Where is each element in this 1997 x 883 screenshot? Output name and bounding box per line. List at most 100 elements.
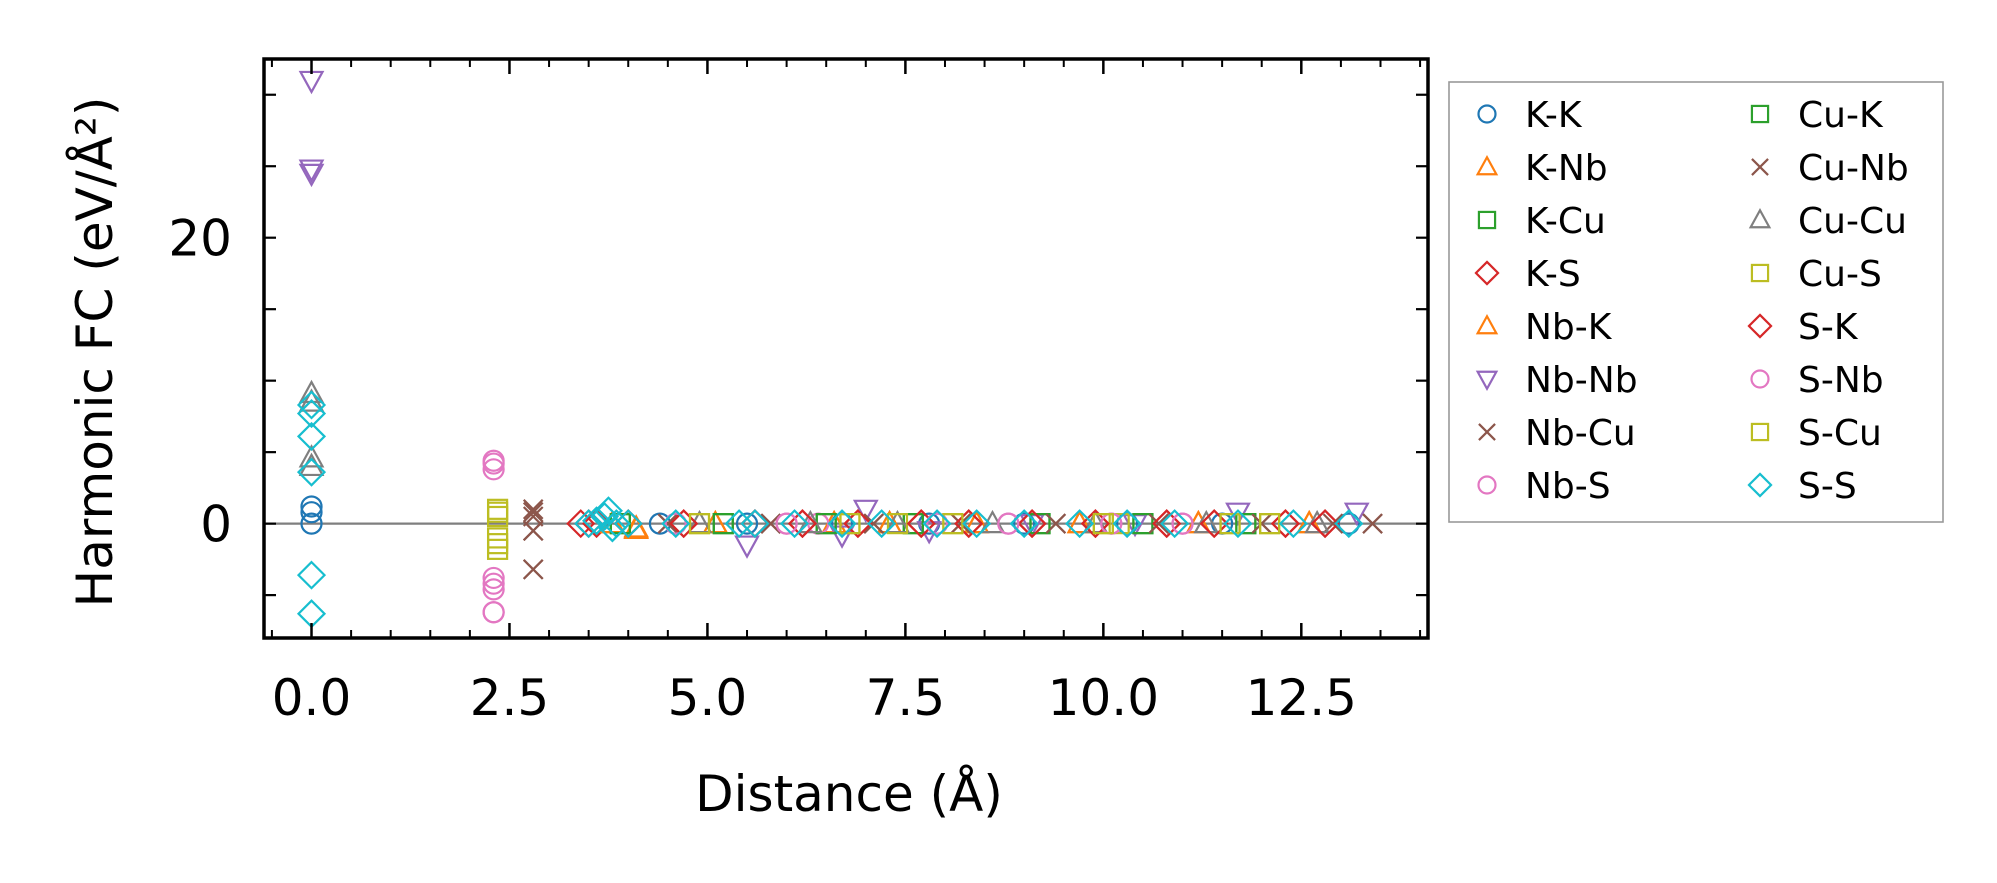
legend-label: Nb-S xyxy=(1525,466,1611,507)
data-point xyxy=(482,572,505,595)
legend-marker xyxy=(1475,370,1499,392)
data-point xyxy=(522,499,544,520)
data-point xyxy=(827,509,857,539)
data-point xyxy=(1065,509,1095,539)
legend-label: Nb-Nb xyxy=(1525,360,1638,401)
data-point xyxy=(296,457,327,487)
legend-box xyxy=(1448,81,1944,523)
data-point xyxy=(779,509,810,539)
legend-label: S-S xyxy=(1798,466,1857,507)
data-point xyxy=(1160,509,1190,539)
legend-marker xyxy=(1475,313,1499,335)
data-point xyxy=(296,421,327,451)
data-point xyxy=(482,566,505,590)
data-point xyxy=(1278,509,1308,539)
axes-layer: 0.0 2.5 5.0 7.5 10.0 12.5 0 20 xyxy=(168,57,1430,727)
legend-label: K-K xyxy=(1525,95,1583,136)
legend-marker xyxy=(1747,313,1773,339)
legend-marker xyxy=(1475,154,1499,176)
data-point xyxy=(300,501,323,524)
x-tick-label: 0.0 xyxy=(272,669,352,727)
data-point xyxy=(669,509,699,539)
data-point xyxy=(922,509,952,539)
series-s-cu xyxy=(486,501,1281,555)
data-point xyxy=(522,520,544,542)
data-point xyxy=(486,527,509,549)
legend-marker xyxy=(1477,475,1497,495)
data-point xyxy=(1251,513,1272,534)
x-axis-title: Distance (Å) xyxy=(695,765,1003,823)
data-point xyxy=(298,444,325,468)
data-point xyxy=(1310,509,1340,539)
data-point xyxy=(522,506,544,527)
data-point xyxy=(1152,509,1182,539)
data-point xyxy=(787,509,818,539)
data-point xyxy=(522,559,544,580)
data-point xyxy=(482,601,505,624)
data-point xyxy=(1017,509,1047,539)
data-point xyxy=(482,452,505,475)
legend-marker xyxy=(1477,104,1497,124)
data-point xyxy=(1148,513,1170,534)
x-tick-label: 5.0 xyxy=(668,669,748,727)
data-point xyxy=(852,499,879,524)
legend-label: K-S xyxy=(1525,254,1581,295)
data-point xyxy=(300,495,323,518)
data-point xyxy=(1235,513,1257,535)
data-point xyxy=(486,538,509,560)
data-point xyxy=(482,458,505,481)
data-point xyxy=(601,509,631,539)
data-point xyxy=(486,501,509,523)
data-point xyxy=(863,513,884,534)
data-point xyxy=(954,509,984,539)
data-point xyxy=(298,388,325,412)
legend-label: Cu-Nb xyxy=(1798,148,1909,189)
data-point xyxy=(839,513,861,535)
data-point xyxy=(1171,512,1194,535)
legend-marker xyxy=(1751,158,1769,176)
plot-layer xyxy=(264,70,1428,629)
legend-marker xyxy=(1477,210,1497,230)
data-point xyxy=(712,513,734,535)
data-point xyxy=(829,525,855,549)
data-point xyxy=(1270,509,1301,539)
data-point xyxy=(574,509,604,539)
legend-label: Cu-S xyxy=(1798,254,1882,295)
series-nb-nb xyxy=(298,70,1370,559)
legend-marker xyxy=(1747,472,1773,498)
y-tick-label: 20 xyxy=(168,210,232,268)
legend-label: K-Cu xyxy=(1525,201,1606,242)
data-point xyxy=(1334,509,1364,539)
data-point xyxy=(1045,513,1067,534)
data-point xyxy=(760,513,782,534)
data-point xyxy=(664,512,687,535)
data-point xyxy=(300,512,323,535)
y-tick-label: 0 xyxy=(200,496,232,554)
legend-label: K-Nb xyxy=(1525,148,1608,189)
data-point xyxy=(867,509,897,539)
data-point xyxy=(1193,509,1220,534)
series-nb-cu xyxy=(522,499,1383,580)
data-point xyxy=(1112,509,1142,539)
series-cu-cu xyxy=(298,379,1331,534)
data-point xyxy=(296,560,327,590)
legend-label: S-Nb xyxy=(1798,360,1884,401)
legend-marker xyxy=(1750,104,1770,124)
legend-marker xyxy=(1750,263,1770,283)
data-point xyxy=(296,599,327,629)
data-point xyxy=(1223,509,1253,539)
series-s-nb xyxy=(482,452,1194,624)
data-point xyxy=(1304,509,1331,534)
legend-label: S-K xyxy=(1798,307,1859,348)
legend-marker xyxy=(1474,260,1500,286)
data-point xyxy=(613,509,643,539)
data-point xyxy=(296,398,327,429)
legend: K-K K-Nb K-Cu K-S Nb-K Nb-Nb Nb-Cu Nb-S Cu-K Cu-N… xyxy=(1448,81,1944,523)
legend-marker xyxy=(1748,207,1772,229)
data-point xyxy=(740,509,770,539)
x-tick-label: 12.5 xyxy=(1246,669,1357,727)
data-point xyxy=(1362,513,1383,534)
data-point xyxy=(1029,513,1051,535)
data-point xyxy=(950,513,972,534)
